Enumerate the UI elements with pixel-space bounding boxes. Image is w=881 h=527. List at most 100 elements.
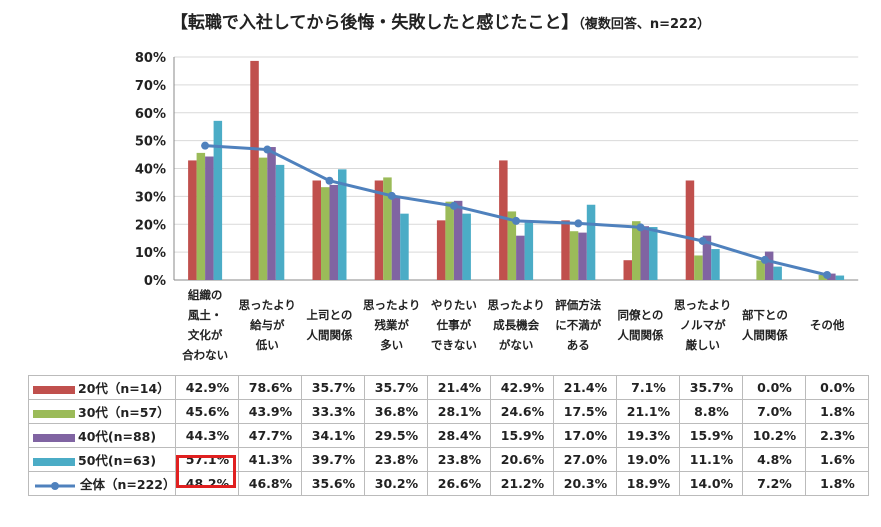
bar bbox=[391, 197, 401, 280]
category-label-line: 思ったより bbox=[363, 298, 421, 312]
bar bbox=[400, 213, 409, 280]
bar bbox=[685, 180, 695, 280]
line-point bbox=[201, 141, 210, 150]
table-cell: 7.2% bbox=[742, 471, 807, 496]
table-cell: 10.2% bbox=[742, 423, 807, 448]
bar bbox=[275, 164, 285, 280]
table-cell: 17.0% bbox=[553, 423, 618, 448]
series-name: 30代（n=57） bbox=[78, 405, 170, 420]
table-cell: 44.3% bbox=[175, 423, 240, 448]
table-cell: 19.0% bbox=[616, 447, 681, 472]
table-cell: 35.7% bbox=[679, 375, 744, 400]
line-point bbox=[449, 201, 458, 210]
bar bbox=[524, 222, 534, 280]
table-cell: 4.8% bbox=[742, 447, 807, 472]
category-label-line: やりたい bbox=[430, 298, 477, 312]
category-label-line: その他 bbox=[809, 318, 845, 332]
series-label: 40代(n=88) bbox=[27, 423, 177, 448]
category-label-line: できない bbox=[430, 338, 477, 352]
bar bbox=[640, 226, 649, 280]
bar bbox=[213, 120, 223, 281]
table-cell: 35.7% bbox=[364, 375, 429, 400]
bar bbox=[196, 152, 206, 280]
table-cell: 7.0% bbox=[742, 399, 807, 424]
bar bbox=[694, 255, 703, 280]
category-label-line: 人間関係 bbox=[741, 328, 788, 342]
bar bbox=[632, 221, 641, 280]
bar bbox=[586, 204, 596, 280]
table-cell: 21.1% bbox=[616, 399, 681, 424]
line-point bbox=[387, 191, 396, 200]
table-cell: 78.6% bbox=[238, 375, 303, 400]
category-label-line: 合わない bbox=[182, 348, 229, 362]
table-cell: 1.6% bbox=[805, 447, 870, 472]
table-cell: 34.1% bbox=[301, 423, 366, 448]
bar bbox=[507, 211, 517, 280]
y-tick-label: 50% bbox=[135, 135, 166, 150]
category-label: 思ったより 残業が 多い bbox=[361, 295, 423, 355]
series-name: 20代（n=14） bbox=[78, 381, 170, 396]
category-label: 思ったより ノルマが 厳しい bbox=[672, 295, 734, 355]
legend-key bbox=[33, 433, 75, 442]
table-cell: 21.4% bbox=[553, 375, 618, 400]
table-row: 50代(n=63) 57.1% 41.3% 39.7% 23.8% 23.8% 20.6% 2… bbox=[27, 447, 870, 472]
category-label: 評価方法 に不満が ある bbox=[547, 295, 609, 355]
category-label-line: 多い bbox=[380, 338, 404, 352]
category-label: 思ったより 成長機会 がない bbox=[485, 295, 547, 355]
line-point bbox=[636, 223, 645, 232]
category-label-line: 風土・ bbox=[187, 308, 223, 322]
category-label-line: に不満が bbox=[555, 318, 602, 332]
bar bbox=[773, 266, 782, 280]
series-name: 40代(n=88) bbox=[78, 429, 157, 444]
table-cell: 7.1% bbox=[616, 375, 681, 400]
bar bbox=[258, 157, 268, 280]
category-label: 組織の風土・文化が合わない bbox=[174, 285, 236, 365]
table-cell: 35.6% bbox=[301, 471, 366, 496]
series-name: 50代(n=63) bbox=[78, 453, 157, 468]
y-tick-label: 40% bbox=[135, 163, 166, 178]
series-label: 20代（n=14） bbox=[27, 375, 177, 400]
bar bbox=[383, 177, 392, 280]
bar bbox=[623, 260, 632, 280]
category-label-line: 思ったより bbox=[487, 298, 545, 312]
table-cell: 19.3% bbox=[616, 423, 681, 448]
category-label-line: 同僚との bbox=[617, 308, 664, 322]
bar bbox=[321, 187, 330, 280]
bar bbox=[569, 231, 579, 280]
category-label-line: 思ったより bbox=[674, 298, 732, 312]
line-point bbox=[263, 145, 272, 154]
bar bbox=[818, 274, 828, 280]
category-label-line: 文化が bbox=[187, 328, 223, 342]
table-cell: 14.0% bbox=[679, 471, 744, 496]
line-point bbox=[512, 216, 521, 225]
category-label-line: 組織の bbox=[187, 288, 223, 302]
category-label: 部下との 人間関係 bbox=[734, 305, 796, 345]
table-cell: 30.2% bbox=[364, 471, 429, 496]
series-label: 50代(n=63) bbox=[27, 447, 177, 472]
category-label: 同僚との 人間関係 bbox=[609, 305, 671, 345]
legend-key bbox=[33, 385, 75, 394]
bar-line-chart: 0% 10% 20% 30% 40% 50% 60% 70% 80% bbox=[135, 51, 859, 289]
category-label: その他 bbox=[796, 315, 858, 335]
line-point bbox=[574, 219, 583, 228]
y-tick-label: 60% bbox=[135, 107, 166, 122]
bar bbox=[445, 201, 454, 280]
bar bbox=[835, 275, 845, 280]
category-label-line: 人間関係 bbox=[617, 328, 664, 342]
bar bbox=[499, 160, 508, 280]
y-tick-label: 20% bbox=[135, 218, 166, 233]
table-cell: 43.9% bbox=[238, 399, 303, 424]
category-label-line: がない bbox=[498, 338, 534, 352]
table-cell: 11.1% bbox=[679, 447, 744, 472]
data-table: 20代（n=14） 42.9% 78.6% 35.7% 35.7% 21.4% 42.9% 2… bbox=[27, 375, 870, 496]
table-cell: 24.6% bbox=[490, 399, 555, 424]
line-point bbox=[823, 270, 832, 279]
table-cell: 1.8% bbox=[805, 471, 870, 496]
y-tick-label: 80% bbox=[135, 51, 166, 66]
category-label-line: 上司との bbox=[306, 308, 353, 322]
bar bbox=[578, 232, 587, 280]
table-row: 30代（n=57） 45.6% 43.9% 33.3% 36.8% 28.1% 24.6% 1… bbox=[27, 399, 870, 424]
category-label-line: 給与が bbox=[250, 318, 285, 332]
line-point bbox=[760, 255, 769, 264]
table-cell: 41.3% bbox=[238, 447, 303, 472]
